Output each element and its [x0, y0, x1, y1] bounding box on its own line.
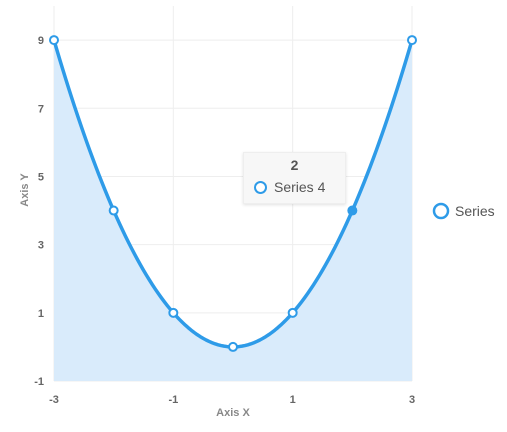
- y-tick-label: -1: [34, 376, 44, 388]
- data-point[interactable]: [168, 307, 179, 318]
- y-tick-label: 1: [38, 308, 44, 320]
- data-point[interactable]: [108, 205, 119, 216]
- x-tick-label: 3: [409, 394, 415, 406]
- series-area-fill: [54, 40, 412, 382]
- tooltip-x-value: 2: [290, 157, 299, 173]
- x-tick-label: 1: [290, 394, 296, 406]
- tooltip-series-label: Series 4: [274, 179, 326, 195]
- legend-marker-icon: [432, 202, 450, 220]
- tooltip-row: Series 4: [254, 178, 325, 196]
- y-tick-label: 7: [38, 103, 44, 115]
- x-tick-label: -3: [49, 394, 59, 406]
- legend[interactable]: Series: [432, 202, 495, 220]
- x-axis-title: Axis X: [216, 407, 250, 419]
- data-point[interactable]: [49, 35, 59, 46]
- data-point[interactable]: [228, 341, 238, 352]
- tooltip-marker-icon: [254, 180, 267, 194]
- legend-label: Series: [455, 203, 495, 219]
- y-tick-label: 3: [38, 240, 44, 252]
- y-tick-label: 9: [38, 35, 44, 47]
- tooltip: 2 Series 4: [243, 152, 346, 204]
- y-tick-label: 5: [38, 171, 44, 183]
- data-point-hovered[interactable]: [347, 205, 358, 216]
- y-axis-title: Axis Y: [19, 173, 31, 207]
- data-point[interactable]: [407, 35, 417, 46]
- data-point[interactable]: [287, 307, 298, 318]
- x-tick-label: -1: [168, 394, 178, 406]
- axis-ticks: -1 1 3 5 7 9 -3 -1 1 3: [34, 35, 415, 406]
- series-points: [49, 35, 417, 352]
